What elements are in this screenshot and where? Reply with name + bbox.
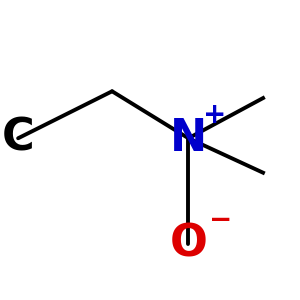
Text: +: + bbox=[203, 101, 226, 129]
Text: C: C bbox=[2, 117, 34, 160]
Text: −: − bbox=[209, 206, 232, 235]
Text: O: O bbox=[169, 223, 207, 266]
Text: N: N bbox=[170, 117, 207, 160]
